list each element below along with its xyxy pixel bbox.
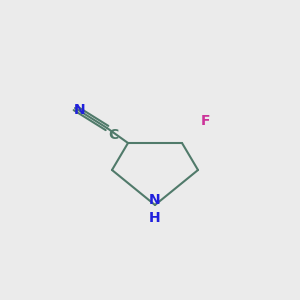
Text: H: H <box>149 211 161 225</box>
Text: N: N <box>74 103 86 117</box>
Text: N: N <box>149 193 161 207</box>
Text: F: F <box>200 114 210 128</box>
Text: C: C <box>108 128 118 142</box>
